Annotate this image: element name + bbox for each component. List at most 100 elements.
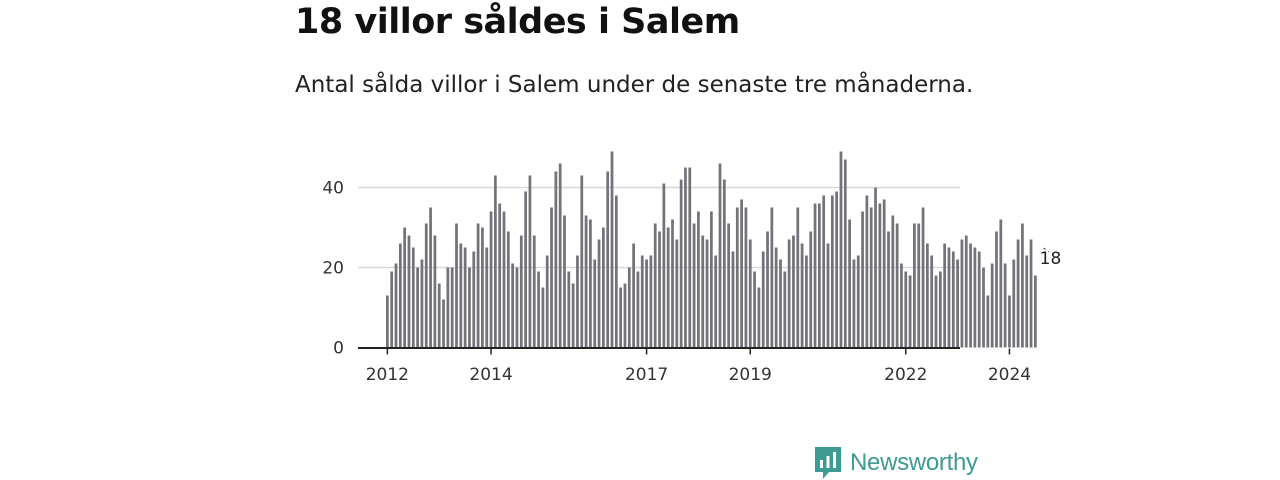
- bar: [666, 227, 670, 348]
- bar: [753, 271, 756, 348]
- bar: [593, 259, 597, 348]
- bar: [545, 255, 549, 348]
- bar: [411, 247, 415, 348]
- bar: [584, 215, 588, 348]
- bar: [398, 243, 402, 348]
- bar: [468, 267, 471, 348]
- bar: [567, 271, 571, 348]
- bar: [653, 223, 657, 348]
- bar: [442, 299, 445, 348]
- bar: [964, 235, 968, 348]
- bar: [394, 263, 398, 348]
- bar: [995, 231, 998, 348]
- bar: [1025, 255, 1029, 348]
- bar: [627, 267, 631, 348]
- bar: [774, 247, 778, 348]
- bar: [874, 187, 877, 348]
- bar: [1003, 263, 1007, 348]
- bar: [934, 275, 938, 348]
- bar: [485, 247, 489, 348]
- bar: [450, 267, 454, 348]
- bar: [813, 203, 817, 348]
- bar: [900, 263, 903, 348]
- annotation-leader: [1043, 247, 1049, 253]
- bar: [757, 287, 761, 348]
- bar: [692, 223, 696, 348]
- bar: [956, 259, 959, 348]
- bar: [843, 159, 847, 348]
- bar: [714, 255, 718, 348]
- bar: [848, 219, 851, 348]
- bar: [662, 183, 666, 348]
- bar: [904, 271, 908, 348]
- bar: [1029, 239, 1033, 348]
- bar: [671, 219, 674, 348]
- bar: [658, 231, 661, 348]
- bar: [476, 223, 480, 348]
- bar: [424, 223, 428, 348]
- x-tick-label: 2014: [469, 365, 512, 385]
- x-tick-label: 2012: [366, 365, 409, 385]
- bar: [688, 167, 692, 348]
- y-tick-label: 0: [333, 339, 344, 359]
- bar: [770, 207, 774, 348]
- bar: [679, 179, 683, 348]
- bar: [619, 287, 623, 348]
- bar: [429, 207, 432, 348]
- bar: [926, 243, 929, 348]
- bar: [722, 179, 726, 348]
- bar: [856, 255, 860, 348]
- bar: [463, 247, 467, 348]
- bar: [614, 195, 618, 348]
- bar: [437, 283, 441, 348]
- bar: [697, 211, 700, 348]
- bar: [524, 191, 527, 348]
- bar: [766, 231, 769, 348]
- bar: [576, 255, 579, 348]
- bar: [973, 247, 977, 348]
- annotation-label: 18: [1040, 249, 1062, 269]
- bar: [515, 267, 519, 348]
- bar: [610, 151, 614, 348]
- bar: [649, 255, 653, 348]
- bar: [684, 167, 687, 348]
- bar: [580, 175, 584, 348]
- y-tick-label: 20: [322, 259, 344, 279]
- bar: [481, 227, 484, 348]
- bar: [913, 223, 916, 348]
- bar: [506, 231, 510, 348]
- bar: [891, 215, 895, 348]
- bar: [645, 259, 648, 348]
- bar: [528, 175, 532, 348]
- bar: [938, 271, 942, 348]
- bar: [796, 207, 800, 348]
- bar: [632, 243, 635, 348]
- bar: [830, 195, 834, 348]
- bar: [826, 243, 830, 348]
- bar: [818, 203, 821, 348]
- bar: [735, 207, 739, 348]
- bar: [589, 219, 592, 348]
- bar: [822, 195, 826, 348]
- bar: [805, 255, 808, 348]
- x-tick-label: 2024: [988, 365, 1031, 385]
- bar: [809, 231, 813, 348]
- bar: [977, 251, 981, 348]
- bar: [623, 283, 627, 348]
- bar: [705, 239, 709, 348]
- bar: [943, 243, 947, 348]
- bar: [554, 171, 558, 348]
- bar: [990, 263, 994, 348]
- bar: [420, 259, 424, 348]
- bar: [519, 235, 523, 348]
- newsworthy-logo: Newsworthy: [814, 446, 978, 480]
- bar: [602, 227, 605, 348]
- bar: [407, 235, 411, 348]
- bar: [1016, 239, 1020, 348]
- y-tick-label: 40: [322, 179, 344, 199]
- bar: [472, 251, 476, 348]
- bar: [908, 275, 912, 348]
- bar: [489, 211, 493, 348]
- chart-subtitle: Antal sålda villor i Salem under de sena…: [295, 72, 974, 98]
- bar: [982, 267, 985, 348]
